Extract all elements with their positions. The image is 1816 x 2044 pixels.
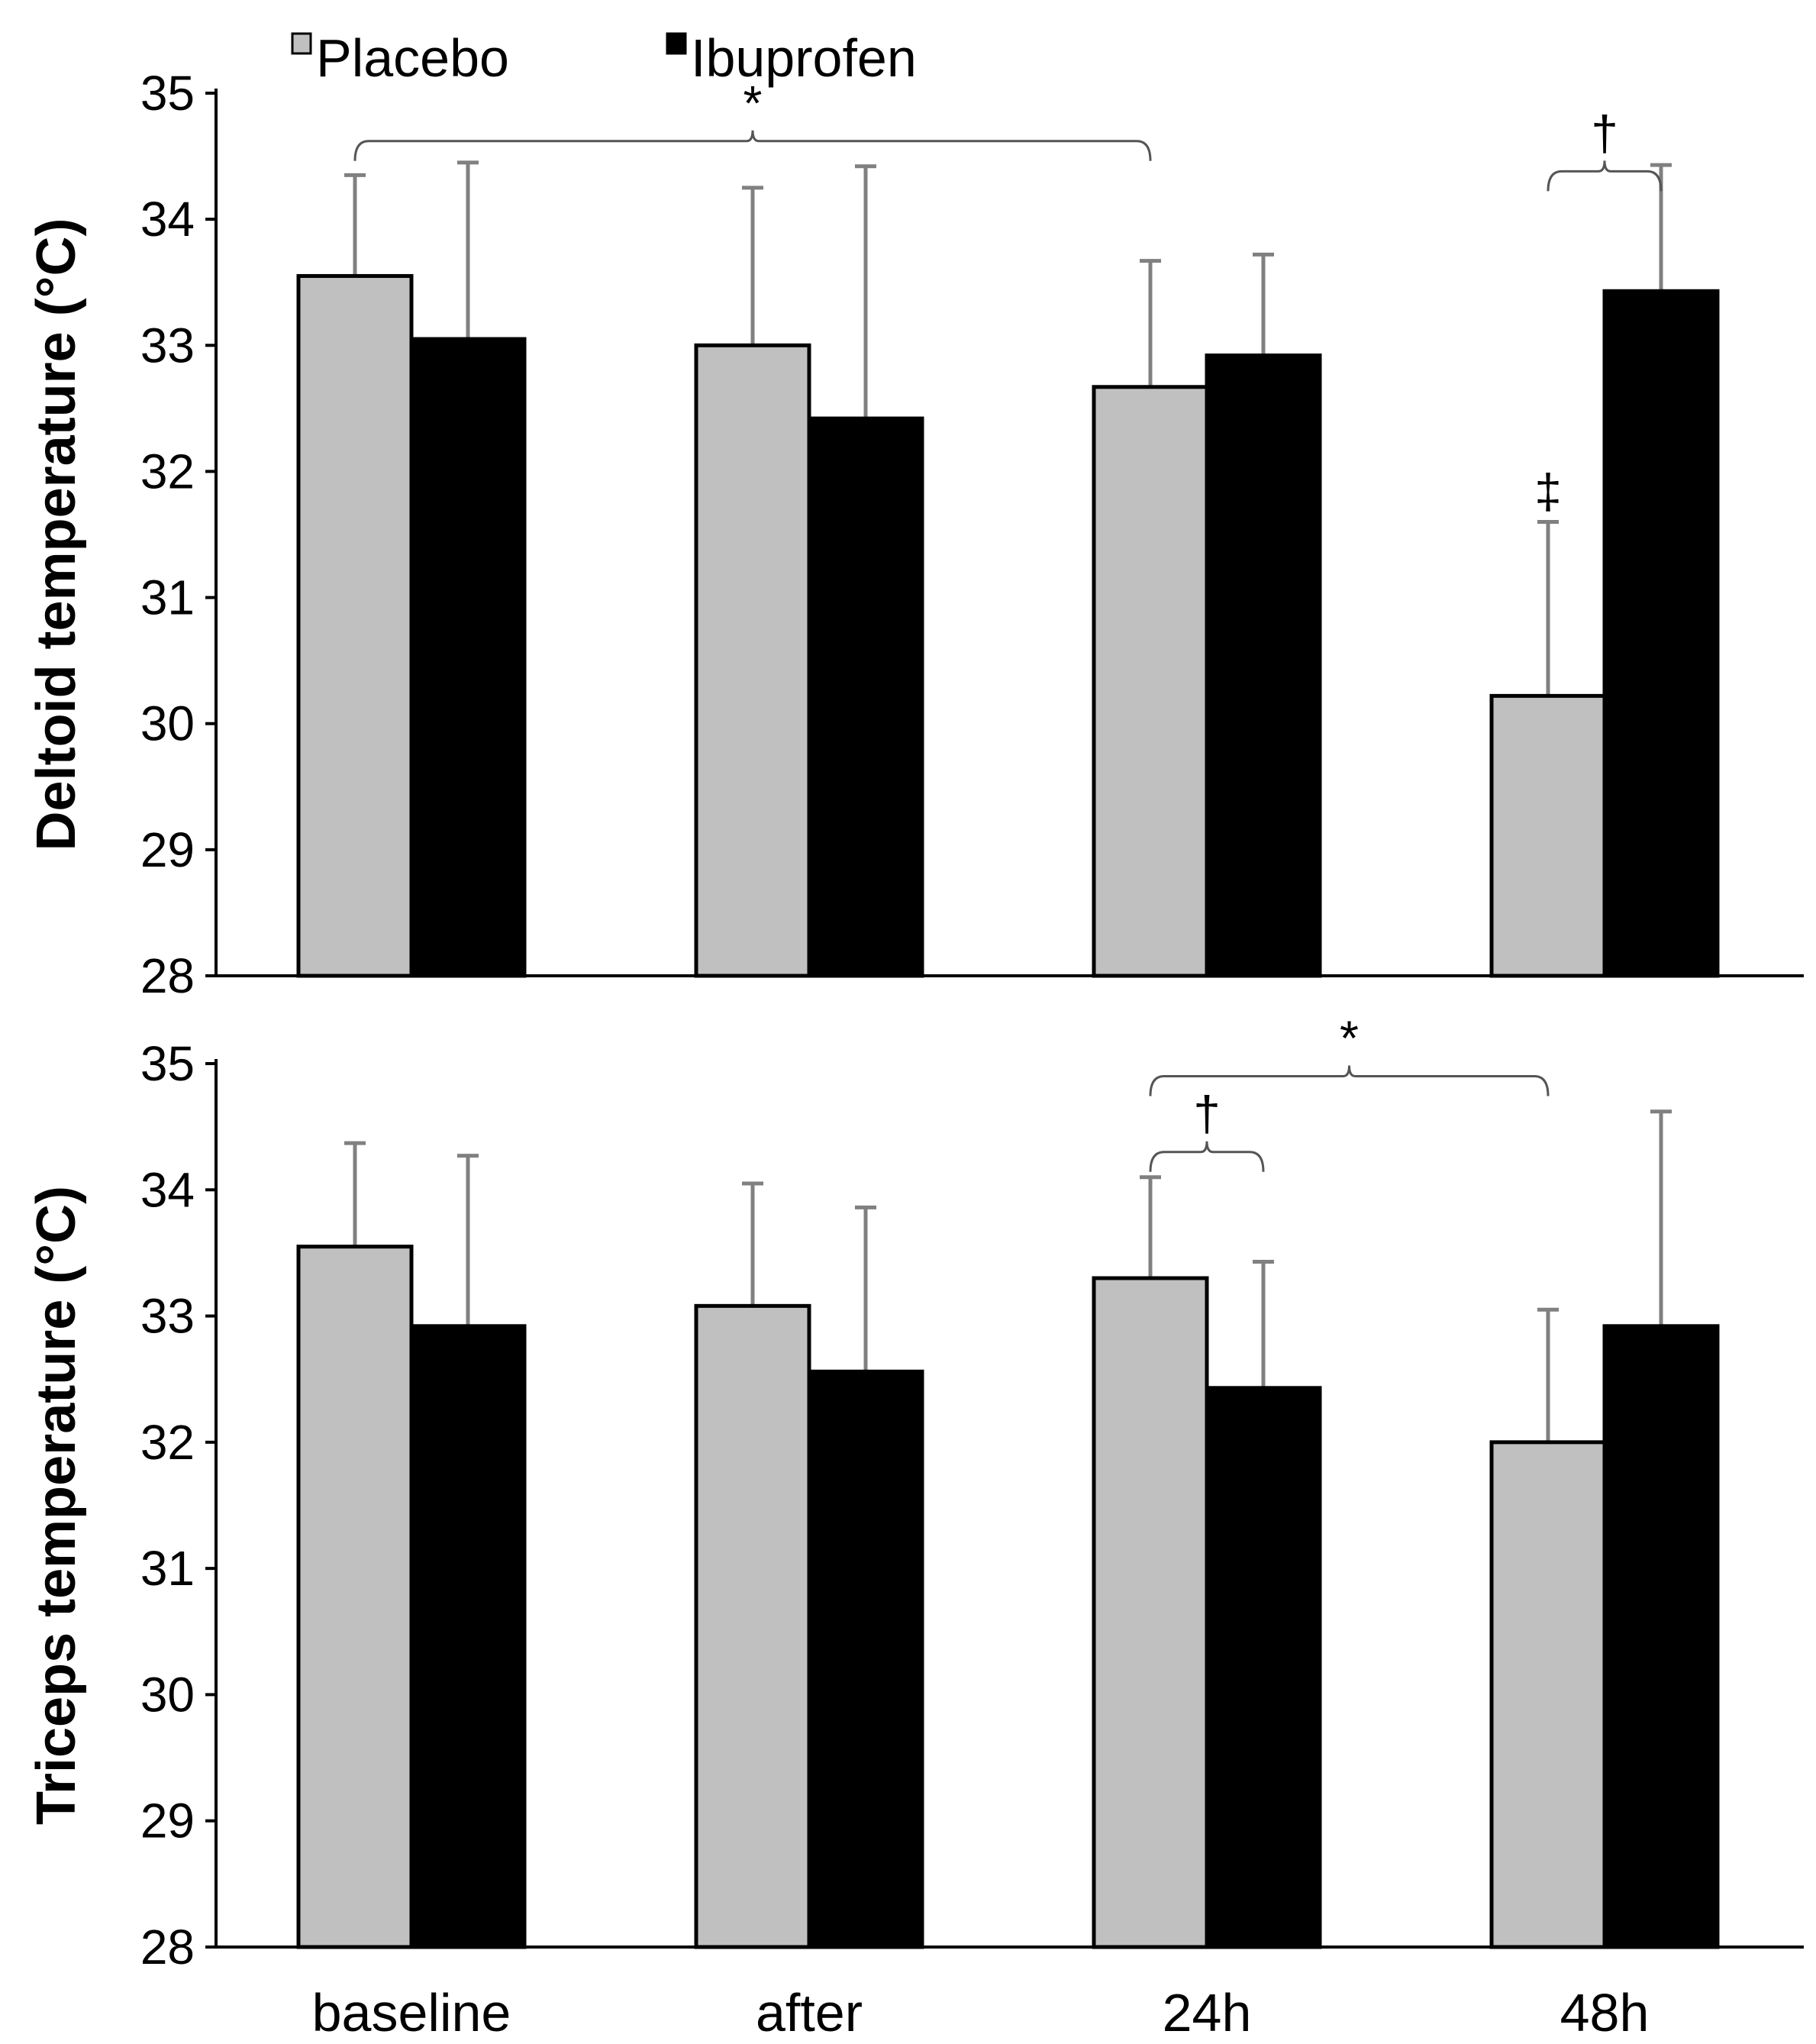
triceps-ytick-label-33: 33 <box>140 1289 195 1344</box>
triceps-significance-symbol-0: * <box>1340 1011 1359 1066</box>
deltoid-significance-symbol-1: † <box>1591 105 1618 160</box>
deltoid-bar-placebo-baseline <box>296 273 414 978</box>
triceps-bar-placebo-after <box>694 1303 811 1949</box>
legend-label-placebo: Placebo <box>316 28 509 88</box>
triceps-significance-bracket-1 <box>1149 1141 1265 1172</box>
deltoid-ytick-label-34: 34 <box>140 192 195 247</box>
deltoid-bar-ibuprofen-after <box>807 416 924 978</box>
legend-swatch-placebo <box>291 32 312 55</box>
deltoid-bar-ibuprofen-baseline <box>409 337 527 978</box>
deltoid-ytick-label-33: 33 <box>140 318 195 373</box>
deltoid-bar-ibuprofen-48h <box>1602 289 1720 978</box>
triceps-ytick-label-29: 29 <box>140 1794 195 1849</box>
triceps-bar-ibuprofen-after <box>807 1369 924 1949</box>
deltoid-bar-placebo-after <box>694 343 811 978</box>
x-category-label-48h: 48h <box>1560 1983 1650 2042</box>
deltoid-ytick-label-29: 29 <box>140 822 195 877</box>
deltoid-ytick-label-32: 32 <box>140 444 195 499</box>
deltoid-significance-bracket-1 <box>1547 160 1663 192</box>
deltoid-ytick-label-35: 35 <box>140 66 195 121</box>
triceps-ytick-label-28: 28 <box>140 1920 195 1975</box>
legend-swatch-ibuprofen <box>666 32 687 55</box>
triceps-ytick-label-32: 32 <box>140 1415 195 1470</box>
triceps-panel: 28 29 30 31 32 33 34 35 Triceps temperature (°C)… <box>26 1011 1804 2042</box>
deltoid-significance-bracket-0 <box>353 130 1152 161</box>
x-category-label-24h: 24h <box>1163 1983 1252 2042</box>
deltoid-ytick-label-31: 31 <box>140 570 195 625</box>
triceps-bar-placebo-48h <box>1489 1440 1607 1949</box>
deltoid-significance-symbol-0: * <box>743 76 763 131</box>
x-category-label-after: after <box>756 1983 863 2042</box>
deltoid-ytick-label-30: 30 <box>140 696 195 751</box>
deltoid-bar-placebo-24h <box>1092 385 1209 978</box>
deltoid-panel: 28 29 30 31 32 33 34 35 Deltoid temperature (°C)… <box>26 66 1804 1003</box>
triceps-y-axis-title: Triceps temperature (°C) <box>26 1186 87 1825</box>
legend-label-ibuprofen: Ibuprofen <box>691 28 917 88</box>
deltoid-significance-marker-2: ‡ <box>1534 463 1562 518</box>
x-category-label-baseline: baseline <box>312 1983 511 2042</box>
triceps-significance-bracket-0 <box>1149 1065 1550 1096</box>
triceps-ytick-label-30: 30 <box>140 1667 195 1722</box>
triceps-ytick-label-34: 34 <box>140 1162 195 1217</box>
triceps-bar-placebo-baseline <box>296 1245 414 1949</box>
triceps-ytick-label-35: 35 <box>140 1036 195 1091</box>
triceps-ytick-label-31: 31 <box>140 1541 195 1596</box>
legend: Placebo Ibuprofen <box>291 28 917 88</box>
triceps-bar-ibuprofen-24h <box>1205 1386 1322 1949</box>
triceps-bar-ibuprofen-baseline <box>409 1324 527 1949</box>
deltoid-y-axis-title: Deltoid temperature (°C) <box>26 218 87 851</box>
triceps-bar-placebo-24h <box>1092 1276 1209 1949</box>
triceps-significance-symbol-1: † <box>1193 1087 1221 1141</box>
deltoid-bar-ibuprofen-24h <box>1205 353 1322 978</box>
deltoid-bar-placebo-48h <box>1489 693 1607 978</box>
deltoid-ytick-label-28: 28 <box>140 948 195 1003</box>
triceps-bar-ibuprofen-48h <box>1602 1324 1720 1949</box>
